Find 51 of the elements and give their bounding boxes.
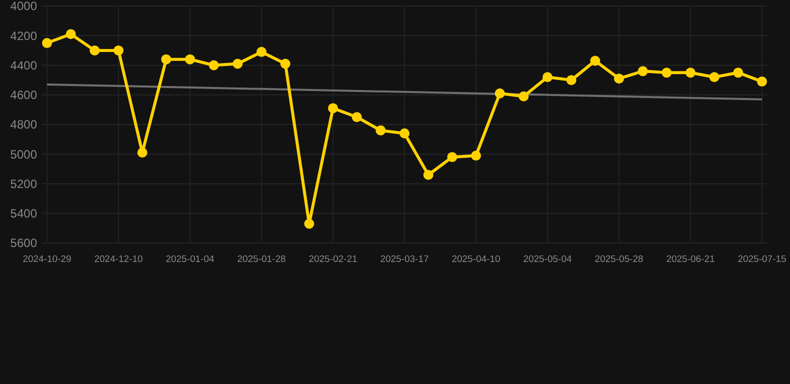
point — [114, 45, 124, 56]
point — [614, 74, 624, 84]
point — [400, 128, 410, 138]
x-tick-label: 2024-12-10 — [94, 254, 143, 265]
point — [494, 88, 505, 98]
point — [280, 58, 290, 69]
point — [471, 150, 481, 161]
point — [423, 170, 434, 180]
point — [757, 76, 767, 87]
point — [352, 112, 362, 122]
x-tick-label: 2025-04-10 — [452, 254, 500, 265]
y-tick-label: 4800 — [10, 118, 38, 132]
x-tick-label: 2025-05-04 — [523, 254, 572, 265]
x-tick-label: 2025-01-28 — [237, 254, 286, 265]
point — [185, 54, 195, 64]
point — [137, 148, 148, 158]
point — [42, 38, 52, 48]
point — [686, 68, 696, 78]
point — [256, 46, 266, 57]
point — [304, 218, 314, 229]
point — [447, 152, 458, 162]
y-tick-label: 5400 — [10, 206, 38, 221]
x-tick-label: 2025-01-04 — [166, 254, 214, 265]
point — [328, 103, 338, 114]
y-tick-label: 5000 — [10, 147, 38, 162]
x-tick-label: 2025-07-15 — [738, 254, 786, 265]
x-tick-label: 2025-02-21 — [308, 254, 358, 265]
y-tick-label: 5600 — [10, 236, 38, 250]
x-tick-label: 2025-05-28 — [594, 254, 644, 265]
point — [161, 54, 172, 64]
point — [733, 68, 744, 78]
point — [709, 72, 720, 82]
point — [662, 68, 672, 78]
y-tick-label: 5200 — [10, 176, 38, 191]
point — [638, 66, 648, 76]
point — [376, 125, 386, 136]
x-tick-label: 2025-03-17 — [380, 254, 429, 265]
point — [542, 72, 552, 82]
point — [208, 60, 219, 70]
y-tick-label: 4000 — [10, 0, 38, 14]
point — [518, 91, 529, 102]
point — [90, 45, 100, 56]
point — [590, 56, 600, 66]
y-tick-label: 4400 — [10, 58, 38, 72]
point — [66, 29, 76, 40]
point — [566, 75, 576, 86]
y-tick-label: 4600 — [10, 88, 38, 102]
x-tick-label: 2025-06-21 — [666, 254, 715, 265]
point — [232, 58, 243, 69]
y-tick-label: 4200 — [10, 28, 38, 43]
x-tick-label: 2024-10-29 — [22, 254, 72, 265]
